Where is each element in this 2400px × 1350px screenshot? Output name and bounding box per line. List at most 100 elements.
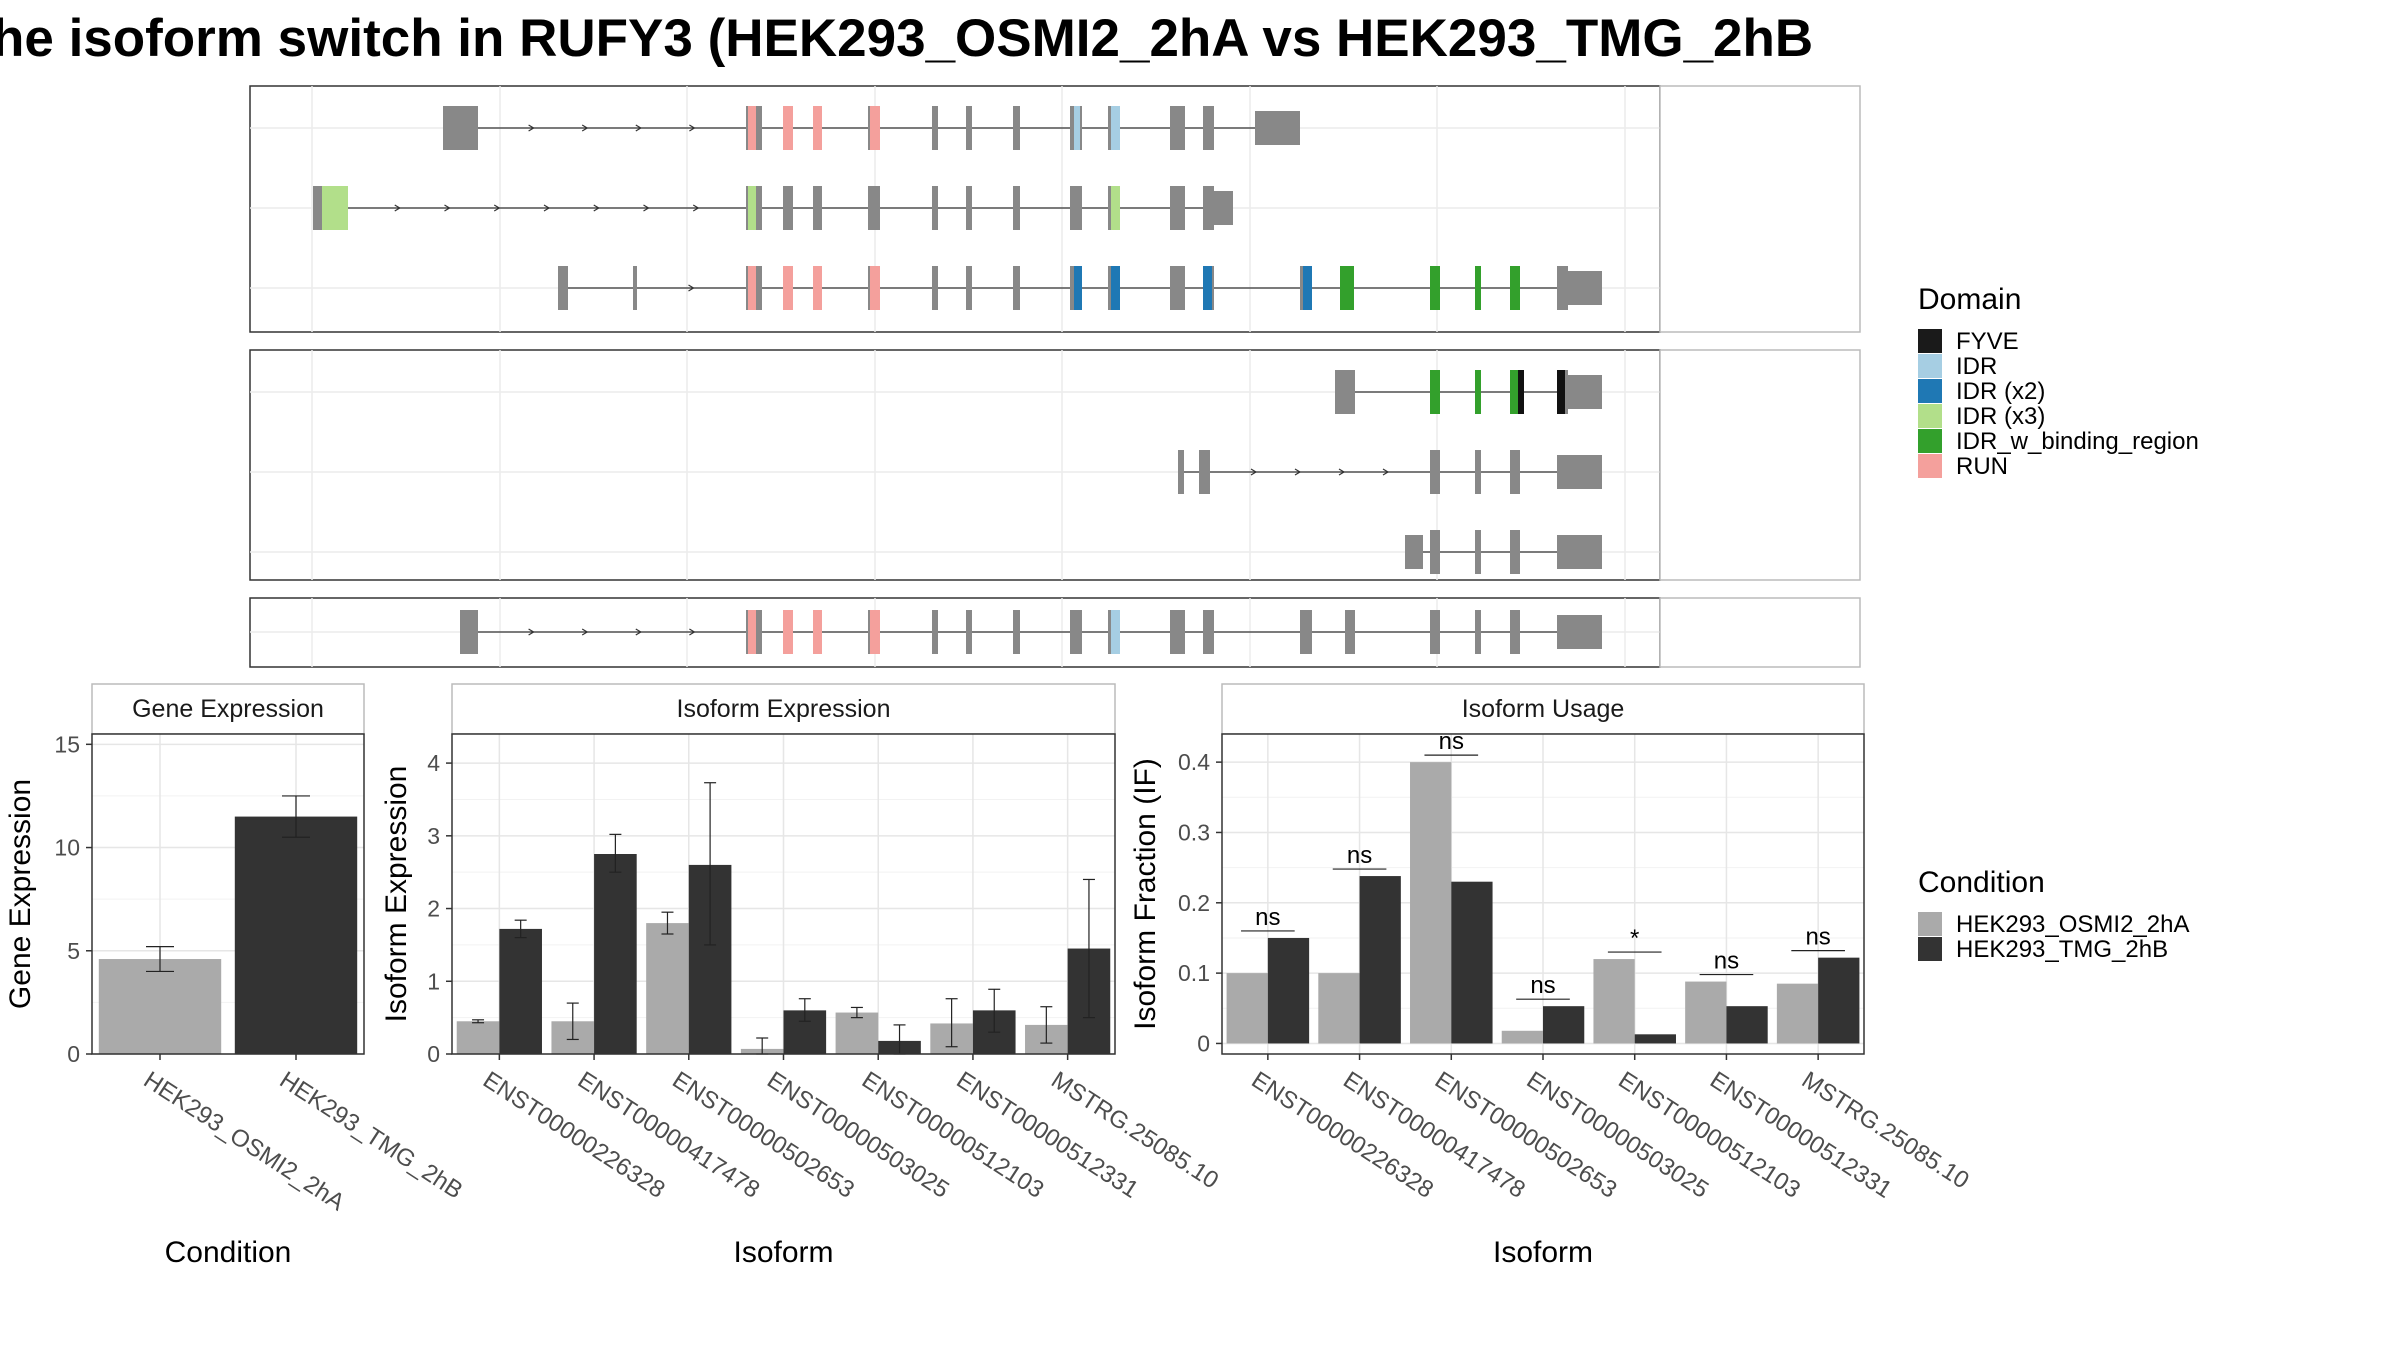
- domain-block: [813, 106, 822, 150]
- bar: [646, 923, 689, 1054]
- intron-arrow: [444, 204, 451, 212]
- domain-block: [1074, 266, 1082, 310]
- exon: [1203, 610, 1214, 654]
- intron-arrow: [1382, 468, 1390, 476]
- legend-key: [1918, 354, 1942, 378]
- exon: [1557, 455, 1602, 489]
- exon: [1565, 375, 1602, 409]
- exon: [1557, 535, 1602, 569]
- exon: [932, 266, 938, 310]
- legend-label: IDR: [1956, 353, 1997, 380]
- exon: [1170, 266, 1185, 310]
- intron-arrow: [543, 204, 551, 212]
- structure-panel-frame: [249, 349, 1661, 581]
- panel-title: Isoform Usage: [1462, 695, 1625, 723]
- bar: [835, 1012, 879, 1054]
- panel-strip: [1221, 683, 1865, 735]
- exon: [1557, 615, 1602, 649]
- significance-label: *: [1630, 925, 1639, 952]
- exon: [783, 186, 793, 230]
- y-tick-label: 1: [427, 968, 440, 994]
- domain-block: [870, 266, 880, 310]
- exon: [1510, 450, 1520, 494]
- exon: [1203, 186, 1214, 230]
- significance-label: ns: [1347, 842, 1372, 869]
- exon: [966, 610, 972, 654]
- exon: [1013, 266, 1020, 310]
- x-axis-label: Isoform: [733, 1236, 833, 1269]
- domain-block: [1074, 106, 1080, 150]
- y-tick-label: 0: [1197, 1030, 1210, 1056]
- domain-block: [1111, 266, 1120, 310]
- isoform-usage-panel: Isoform Usage00.10.20.30.4nsnsnsns*nsnsE…: [1129, 683, 1974, 1269]
- exon: [966, 266, 972, 310]
- y-tick-label: 0.3: [1178, 819, 1210, 845]
- bar: [1593, 959, 1635, 1044]
- intron-arrow: [593, 204, 600, 212]
- exon: [1475, 450, 1481, 494]
- structure-panel-frame: [249, 85, 1661, 333]
- y-tick-label: 2: [427, 896, 440, 922]
- exon: [558, 266, 568, 310]
- exon: [932, 106, 938, 150]
- bar: [1685, 981, 1727, 1044]
- x-axis-label: Condition: [165, 1236, 292, 1269]
- y-tick-label: 0.2: [1178, 890, 1210, 916]
- exon: [1510, 530, 1520, 574]
- structure-strip: [1659, 597, 1861, 668]
- significance-label: ns: [1805, 924, 1830, 951]
- domain-block: [1518, 370, 1524, 414]
- y-tick-label: 0: [67, 1041, 80, 1067]
- bar: [1634, 1034, 1676, 1044]
- exon: [1430, 610, 1440, 654]
- x-axis-label: Isoform: [1493, 1236, 1593, 1269]
- bar: [1726, 1006, 1768, 1044]
- intron-arrow: [493, 204, 501, 212]
- bar: [1451, 881, 1493, 1044]
- intron-arrow: [1338, 468, 1346, 476]
- bar: [1267, 937, 1310, 1044]
- intron-arrow: [528, 124, 535, 132]
- exon: [1070, 186, 1082, 230]
- bar: [499, 928, 542, 1054]
- legend-key: [1918, 454, 1942, 478]
- legend-title: Domain: [1918, 283, 2021, 316]
- bar: [594, 854, 637, 1054]
- legend-key: [1918, 937, 1942, 961]
- intron-arrow: [689, 628, 696, 636]
- gene-expression-panel: Gene Expression051015HEK293_OSMI2_2hAHEK…: [4, 683, 467, 1269]
- domain-block: [322, 186, 348, 230]
- legend-key: [1918, 404, 1942, 428]
- intron-arrow: [692, 204, 700, 212]
- domain-block: [813, 610, 822, 654]
- legend-key: [1918, 429, 1942, 453]
- exon: [1170, 610, 1185, 654]
- domain-block: [748, 186, 756, 230]
- domain-block: [748, 610, 756, 654]
- significance-label: ns: [1255, 904, 1280, 931]
- y-tick-label: 0.4: [1178, 749, 1210, 775]
- intron-arrow: [1250, 468, 1258, 476]
- legend-label: RUN: [1956, 453, 2008, 480]
- bar: [1318, 973, 1360, 1044]
- exon: [1345, 610, 1355, 654]
- exon: [813, 186, 822, 230]
- legend-title: Condition: [1918, 866, 2045, 899]
- exon: [1430, 450, 1440, 494]
- domain-block: [1111, 610, 1120, 654]
- exon: [932, 186, 938, 230]
- plot-frame: [91, 733, 365, 1055]
- bar: [1410, 762, 1452, 1044]
- y-tick-label: 5: [67, 938, 80, 964]
- legend-label: HEK293_TMG_2hB: [1956, 936, 2168, 963]
- domain-block: [748, 266, 756, 310]
- exon: [1510, 610, 1520, 654]
- exon: [966, 106, 972, 150]
- exon: [1475, 610, 1481, 654]
- intron-arrow: [581, 124, 589, 132]
- legend-label: IDR (x2): [1956, 378, 2045, 405]
- isoform-structure-plot: [249, 85, 1861, 668]
- domain-block: [1430, 266, 1440, 310]
